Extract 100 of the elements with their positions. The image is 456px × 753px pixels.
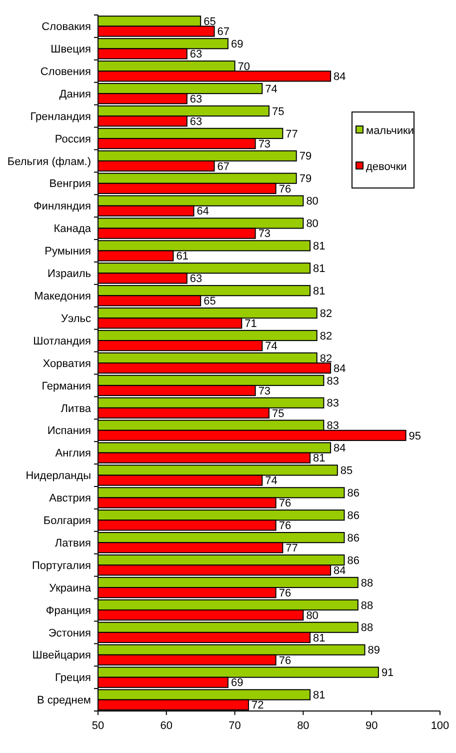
y-tick-label: Германия (42, 380, 92, 392)
data-label: 81 (313, 632, 326, 644)
data-label: 73 (258, 228, 271, 240)
data-label: 76 (278, 587, 292, 600)
data-label: 95 (408, 430, 422, 442)
data-label: 76 (278, 520, 292, 532)
y-tick-label: Нидерланды (26, 470, 92, 482)
data-label: 80 (306, 196, 318, 208)
data-label: 73 (258, 385, 271, 398)
data-label: 86 (347, 510, 360, 522)
data-label: 74 (265, 340, 278, 352)
y-tick-label: Бельгия (флам.) (7, 156, 91, 168)
data-label: 86 (347, 532, 360, 544)
data-label: 65 (204, 296, 216, 308)
data-label: 72 (251, 700, 264, 712)
x-tick-label: 60 (160, 720, 173, 732)
data-label: 67 (217, 160, 230, 173)
y-tick-label: Финляндия (33, 200, 92, 213)
data-label: 83 (326, 375, 339, 388)
y-tick-label: Болгария (43, 515, 92, 528)
y-tick-label: Украина (49, 582, 92, 594)
data-label: 81 (313, 285, 326, 298)
data-label: 82 (320, 352, 332, 365)
x-tick-label: 50 (92, 720, 104, 732)
data-label: 79 (299, 150, 312, 163)
data-label: 88 (360, 577, 374, 590)
data-label: 74 (265, 475, 278, 488)
data-label: 63 (190, 116, 202, 128)
y-tick-label: Латвия (54, 537, 92, 550)
y-tick-label: Греция (55, 672, 92, 684)
data-label: 77 (286, 542, 298, 555)
data-label: 65 (204, 16, 216, 28)
data-label: 67 (217, 26, 230, 38)
y-tick-label: Англия (55, 448, 92, 460)
y-tick-label: Шотландия (33, 335, 92, 348)
y-tick-label: Венгрия (49, 178, 92, 190)
data-label: 81 (313, 240, 326, 253)
data-label: 63 (190, 273, 202, 286)
y-tick-label: Словакия (42, 21, 92, 34)
data-label: 82 (320, 308, 332, 320)
y-tick-label: Румыния (44, 246, 92, 258)
data-label: 79 (299, 173, 312, 186)
y-tick-label: Литва (60, 402, 92, 415)
y-tick-label: Канада (54, 223, 92, 236)
data-label: 76 (278, 183, 292, 196)
y-tick-label: Россия (54, 133, 92, 146)
data-label: 76 (278, 654, 292, 667)
data-label: 80 (306, 610, 318, 622)
data-label: 86 (347, 554, 360, 567)
data-label: 81 (313, 262, 326, 275)
y-tick-label: Гренландия (30, 110, 92, 123)
data-label: 70 (238, 60, 250, 73)
y-tick-label: Португалия (32, 560, 92, 572)
data-label: 84 (334, 71, 346, 84)
legend-label: девочки (366, 160, 407, 173)
data-label: 74 (265, 83, 278, 96)
data-label: 84 (334, 442, 346, 455)
y-tick-label: Македония (34, 290, 92, 302)
y-tick-label: Испания (47, 425, 92, 438)
data-label: 85 (340, 465, 353, 478)
data-label: 91 (381, 667, 394, 680)
data-label: 84 (334, 564, 346, 577)
data-label: 82 (320, 330, 332, 342)
data-label: 84 (334, 362, 346, 375)
data-label: 69 (230, 677, 244, 690)
data-label: 69 (230, 38, 244, 50)
data-label: 76 (278, 498, 292, 510)
data-label: 77 (286, 128, 298, 140)
data-label: 75 (272, 408, 284, 420)
x-tick-label: 100 (430, 720, 450, 732)
y-tick-label: Швейцария (32, 650, 92, 662)
data-label: 63 (190, 48, 202, 61)
data-label: 89 (368, 644, 380, 657)
data-label: 61 (176, 250, 188, 263)
data-label: 88 (360, 600, 374, 612)
y-tick-label: Хорватия (42, 358, 92, 370)
data-label: 86 (347, 488, 360, 500)
data-label: 75 (272, 106, 284, 118)
data-label: 83 (326, 398, 339, 410)
data-label: 64 (196, 206, 210, 218)
data-label: 80 (306, 218, 318, 230)
data-label: 81 (313, 690, 326, 702)
y-tick-label: Франция (46, 604, 92, 617)
data-label: 88 (360, 622, 374, 634)
x-tick-label: 80 (297, 720, 310, 732)
y-tick-label: Израиль (48, 268, 92, 280)
y-tick-label: Эстония (48, 627, 92, 640)
x-tick-label: 70 (228, 720, 241, 732)
data-label: 63 (190, 93, 202, 106)
data-label: 71 (244, 318, 257, 330)
y-tick-label: Уэльс (60, 312, 92, 325)
y-tick-label: В среднем (36, 694, 91, 707)
y-tick-label: Швеция (50, 44, 92, 56)
y-tick-label: Словения (40, 66, 92, 78)
y-tick-label: Австрия (49, 492, 92, 505)
data-label: 73 (258, 138, 271, 150)
legend-label: мальчики (366, 124, 414, 137)
y-tick-label: Дания (59, 88, 92, 100)
data-label: 83 (326, 420, 339, 432)
data-label: 81 (313, 452, 326, 465)
